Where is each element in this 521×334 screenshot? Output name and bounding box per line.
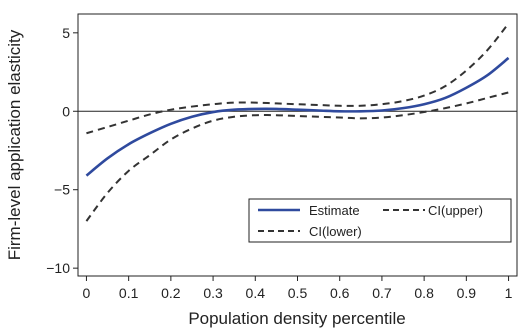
series-line-ci-lower [85,91,509,222]
legend-label-estimate: Estimate [309,203,360,218]
x-tick-label: 0.8 [414,285,434,301]
y-tick-label: −10 [46,260,70,276]
series-line-estimate [85,56,510,177]
series-line-ci-upper [86,22,510,135]
x-tick-label: 0.2 [161,285,181,301]
series-layer [85,22,510,222]
legend-box [248,198,512,243]
x-axis: 0 0.1 0.2 0.3 0.4 0.5 0.6 0.7 0.8 0.9 1 [83,276,513,301]
legend: Estimate CI(upper) CI(lower) [248,198,512,243]
y-tick-label: 5 [62,25,70,41]
legend-label-ci-upper: CI(upper) [428,203,483,218]
x-tick-label: 0.9 [457,285,477,301]
x-tick-label: 0.7 [372,285,392,301]
x-tick-label: 0 [83,285,91,301]
legend-label-ci-lower: CI(lower) [309,224,362,239]
y-tick-label: −5 [54,182,70,198]
x-tick-label: 0.5 [288,285,308,301]
x-tick-label: 1 [505,285,513,301]
x-tick-label: 0.1 [119,285,139,301]
x-tick-label: 0.6 [330,285,350,301]
x-tick-label: 0.3 [203,285,223,301]
x-tick-label: 0.4 [246,285,266,301]
x-axis-title: Population density percentile [188,309,405,328]
y-tick-label: 0 [62,103,70,119]
y-axis: −10 −5 0 5 [46,25,78,276]
y-axis-title: Firm-level application elasticity [5,29,24,260]
